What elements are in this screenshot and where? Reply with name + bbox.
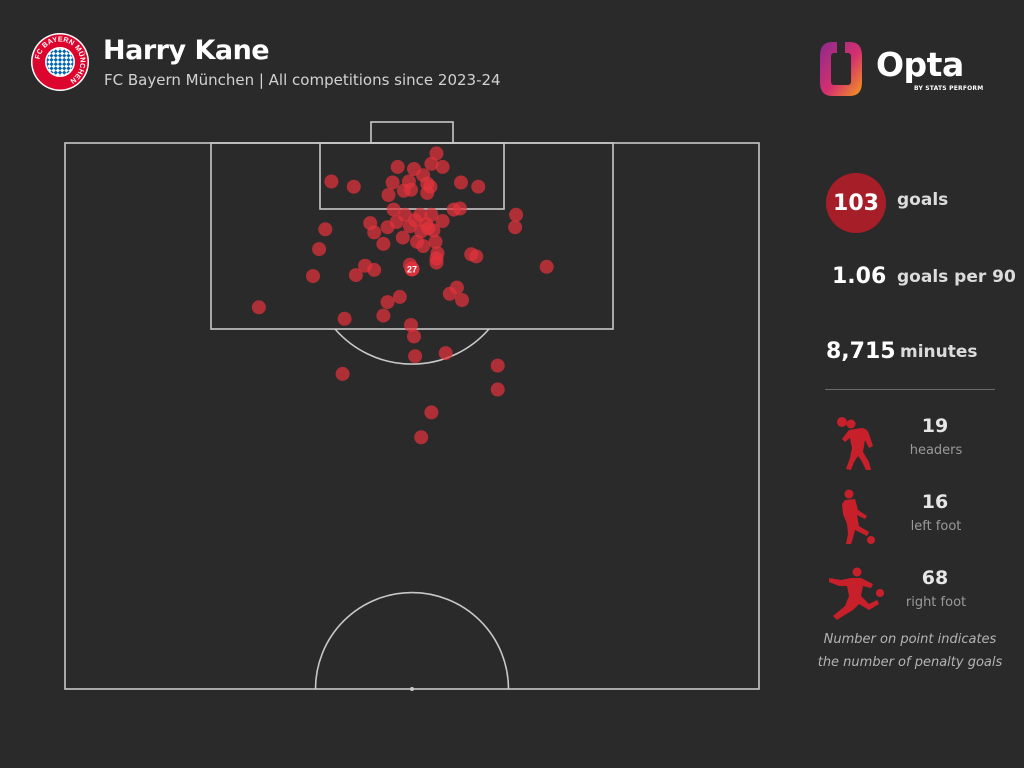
divider — [825, 389, 995, 390]
goal-point — [324, 174, 339, 189]
centre-spot — [410, 687, 414, 691]
goal-point — [408, 349, 423, 364]
penalty-spot-point — [404, 261, 420, 277]
goals-stat: 103 goals — [810, 170, 1010, 233]
goal-point — [442, 286, 457, 301]
right-foot-stat: 68 right foot — [810, 564, 1010, 634]
goal-point — [414, 430, 429, 445]
goal — [370, 121, 454, 144]
opta-logo: Opta BY STATS PERFORM — [818, 38, 988, 100]
footnote-line-2: the number of penalty goals — [817, 655, 1003, 670]
goal-point — [424, 405, 439, 420]
goals-label: goals — [897, 190, 949, 210]
goals-badge: 103 — [826, 173, 886, 233]
goal-point — [438, 346, 453, 361]
fc-bayern-crest-icon: FC BAYERN MÜNCHEN — [31, 33, 89, 91]
left-foot-stat: 16 left foot — [810, 488, 1010, 558]
goal-point — [509, 207, 524, 222]
goal-point — [381, 188, 396, 202]
goal-point — [367, 262, 382, 277]
goal-point — [471, 179, 486, 194]
goal-point — [428, 234, 443, 249]
headers-stat: 19 headers — [810, 412, 1010, 482]
right-foot-silhouette-icon — [829, 567, 884, 620]
pitch-lines — [64, 121, 760, 690]
penalty-goals-marker: 27 — [404, 261, 420, 277]
goal-point — [348, 268, 363, 283]
goal-point — [403, 219, 417, 234]
shot-map: 27 — [64, 121, 760, 691]
penalty-arc — [334, 328, 490, 365]
header-silhouette-icon — [837, 417, 873, 470]
goal-point — [392, 289, 407, 304]
goal-point — [386, 202, 401, 217]
goal-point — [469, 249, 484, 264]
stats-panel: 103 goals 1.06 goals per 90 8,715 minute… — [810, 170, 1016, 670]
right-foot-label: right foot — [905, 595, 967, 610]
goal-point — [424, 207, 439, 222]
goals-per-90-label: goals per 90 — [897, 267, 1016, 287]
goal-point — [376, 236, 391, 251]
goal-point — [251, 300, 266, 315]
goals-per-90-value: 1.06 — [832, 264, 887, 289]
goal-point — [490, 382, 505, 397]
subtitle: FC Bayern München | All competitions sin… — [104, 71, 501, 89]
goal-point — [318, 222, 333, 237]
footnote: Number on point indicates the number of … — [810, 628, 1010, 674]
goal-point — [455, 293, 469, 307]
centre-circle — [314, 591, 510, 690]
opta-subline: BY STATS PERFORM — [914, 85, 984, 92]
goal-point — [346, 179, 361, 194]
goal-point — [420, 185, 435, 200]
goal-point — [435, 214, 450, 228]
goal-point — [380, 220, 395, 235]
goal-point — [337, 311, 352, 326]
goal-point — [490, 358, 505, 373]
right-foot-value: 68 — [921, 567, 949, 589]
goal-point — [508, 220, 523, 235]
headers-label: headers — [909, 443, 963, 458]
goal-point — [404, 318, 418, 332]
opta-wordmark: Opta — [876, 45, 964, 84]
goal-point — [335, 366, 350, 381]
goal-point — [454, 175, 468, 190]
six-yard-box — [319, 142, 505, 210]
footnote-line-1: Number on point indicates — [823, 632, 997, 647]
goal-point — [395, 230, 410, 245]
minutes-value: 8,715 — [826, 339, 896, 364]
goal-point — [429, 251, 444, 266]
goal-point — [424, 156, 439, 171]
goal-point — [429, 146, 444, 161]
minutes-label: minutes — [900, 342, 978, 362]
goal-points — [251, 146, 554, 445]
goal-point — [446, 202, 461, 217]
goal-point — [426, 223, 441, 238]
left-foot-silhouette-icon — [842, 489, 875, 544]
player-name: Harry Kane — [103, 35, 270, 66]
opta-logo-icon — [820, 40, 862, 96]
goals-value: 103 — [833, 190, 879, 216]
left-foot-value: 16 — [921, 491, 949, 513]
minutes-stat: 8,715 minutes — [810, 322, 1010, 382]
goal-point — [380, 295, 395, 310]
goal-point — [539, 259, 554, 274]
goal-point — [312, 242, 327, 257]
goal-point — [435, 159, 450, 174]
goal-point — [407, 329, 421, 344]
goal-point — [367, 225, 382, 240]
goal-point — [390, 159, 405, 174]
penalty-goals-count: 27 — [407, 265, 417, 275]
left-foot-label: left foot — [910, 519, 962, 534]
goal-point — [404, 182, 418, 197]
goals-per-90-stat: 1.06 goals per 90 — [810, 247, 1016, 307]
goal-point — [376, 308, 391, 323]
goal-point — [416, 239, 431, 253]
headers-value: 19 — [921, 415, 949, 437]
goal-point — [306, 269, 320, 284]
goal-point — [385, 175, 400, 190]
